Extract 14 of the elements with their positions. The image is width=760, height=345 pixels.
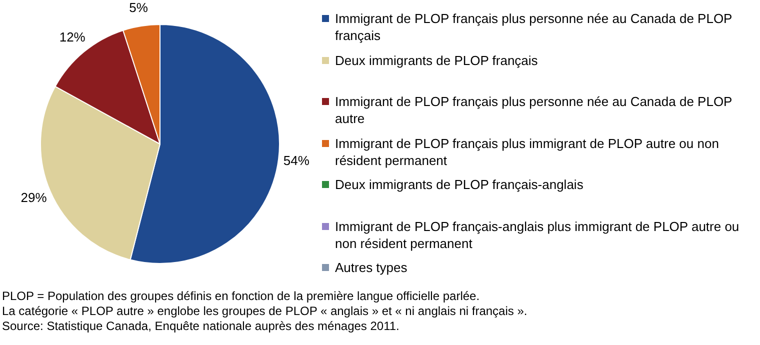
- legend-label: Immigrant de PLOP français plus personne née au Canada de PLOP autre: [335, 93, 733, 127]
- data-label: 29%: [20, 190, 48, 206]
- data-label: 12%: [59, 30, 86, 45]
- data-label: 54%: [283, 152, 310, 168]
- legend-label: Immigrant de PLOP français plus personne née au Canada de PLOP français: [335, 10, 733, 44]
- data-label: 5%: [129, 0, 148, 15]
- text: La catégorie « PLOP autre » englobe les groupes de PLOP « anglais » et « ni anglais ni français ».: [2, 304, 528, 319]
- legend-label: Immigrant de PLOP français-anglais plus immigrant de PLOP autre ou non résident permanent: [335, 218, 740, 252]
- legend-label: Deux immigrants de PLOP français: [335, 52, 538, 68]
- legend-label: Deux immigrants de PLOP français-anglais: [335, 176, 584, 193]
- source-note: Source: Statistique Canada, Enquête nationale auprès des ménages 2011.: [2, 319, 400, 334]
- legend-label: Immigrant de PLOP français plus immigrant de PLOP autre ou non résident permanent: [335, 134, 720, 168]
- legend-label: Autres types: [335, 259, 408, 276]
- text: PLOP = Population des groupes définis en fonction de la première langue officielle parlée.: [2, 289, 481, 304]
